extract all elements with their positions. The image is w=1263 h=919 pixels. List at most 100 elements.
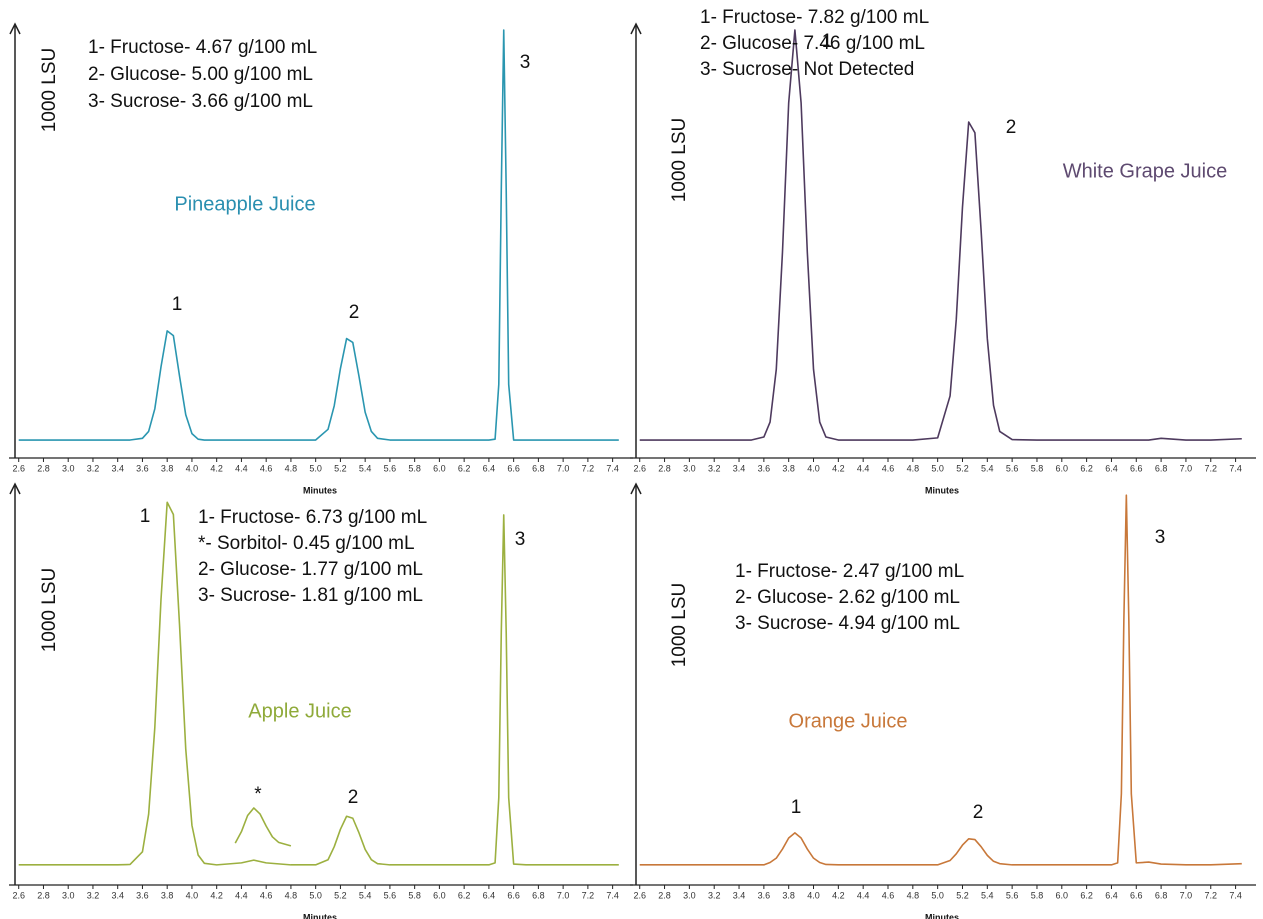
y-axis-label: 1000 LSU: [39, 48, 60, 133]
x-tick-label: 6.8: [1155, 463, 1168, 473]
x-tick-label: 3.0: [62, 463, 75, 473]
sample-label: Orange Juice: [789, 710, 908, 732]
chromatogram-line: [639, 29, 1242, 441]
peak-note: 2- Glucose- 7.46 g/100 mL: [700, 33, 925, 54]
x-tick-label: 5.8: [408, 890, 421, 900]
x-tick-label: 7.0: [1180, 890, 1193, 900]
x-tick-label: 5.0: [309, 463, 322, 473]
peak-note: 2- Glucose- 1.77 g/100 mL: [198, 559, 423, 580]
x-tick-label: 5.8: [1031, 463, 1044, 473]
x-tick-label: 7.4: [1229, 890, 1242, 900]
chromatogram-line: [234, 807, 292, 847]
x-axis-label: Minutes: [925, 912, 959, 919]
y-axis-arrow: [9, 22, 21, 35]
x-tick-label: 3.4: [733, 463, 746, 473]
peak-label: 1: [140, 506, 151, 527]
x-tick-label: 4.0: [807, 890, 820, 900]
x-tick-label: 3.6: [758, 890, 771, 900]
x-tick-label: 7.0: [557, 463, 570, 473]
x-tick-label: 4.2: [832, 890, 845, 900]
x-tick-label: 4.4: [857, 890, 870, 900]
sample-label: Apple Juice: [248, 700, 351, 722]
x-tick-label: 5.0: [309, 890, 322, 900]
peak-label: 1: [822, 31, 833, 52]
chromatogram-line: [639, 494, 1242, 866]
peak-note: 2- Glucose- 5.00 g/100 mL: [88, 64, 313, 85]
peak-note: 3- Sucrose- 3.66 g/100 mL: [88, 91, 313, 112]
x-tick-label: 6.8: [532, 890, 545, 900]
x-tick-label: 5.6: [1006, 463, 1019, 473]
x-tick-label: 3.2: [87, 463, 100, 473]
x-tick-label: 5.2: [334, 890, 347, 900]
x-tick-label: 6.8: [532, 463, 545, 473]
peak-label: 3: [515, 529, 526, 550]
peak-label: 2: [348, 787, 359, 808]
x-tick-label: 4.6: [882, 890, 895, 900]
x-tick-label: 3.8: [161, 463, 174, 473]
x-tick-label: 5.2: [956, 890, 969, 900]
x-tick-label: 3.0: [683, 890, 696, 900]
x-tick-label: 4.6: [260, 890, 273, 900]
x-tick-label: 6.8: [1155, 890, 1168, 900]
x-tick-label: 4.4: [235, 463, 248, 473]
peak-label: 2: [349, 302, 360, 323]
x-tick-label: 4.2: [832, 463, 845, 473]
x-tick-label: 6.4: [483, 890, 496, 900]
x-tick-label: 3.8: [161, 890, 174, 900]
x-tick-label: 5.0: [931, 890, 944, 900]
x-tick-label: 7.2: [582, 890, 595, 900]
x-tick-label: 3.6: [758, 463, 771, 473]
peak-note: *- Sorbitol- 0.45 g/100 mL: [198, 533, 415, 554]
y-axis-label: 1000 LSU: [669, 118, 690, 203]
x-tick-label: 3.0: [683, 463, 696, 473]
x-tick-label: 6.4: [1105, 463, 1118, 473]
x-tick-label: 2.8: [658, 463, 671, 473]
peak-note: 1- Fructose- 4.67 g/100 mL: [88, 37, 317, 58]
x-tick-label: 5.4: [359, 463, 372, 473]
x-tick-label: 5.6: [384, 463, 397, 473]
x-tick-label: 5.4: [981, 890, 994, 900]
x-tick-label: 7.0: [1180, 463, 1193, 473]
x-axis-label: Minutes: [303, 912, 337, 919]
x-tick-label: 6.4: [1105, 890, 1118, 900]
x-tick-label: 5.6: [1006, 890, 1019, 900]
x-tick-label: 3.4: [111, 463, 124, 473]
peak-note: 3- Sucrose- 1.81 g/100 mL: [198, 585, 423, 606]
x-tick-label: 3.8: [782, 463, 795, 473]
x-tick-label: 6.0: [1056, 890, 1069, 900]
x-tick-label: 4.2: [210, 890, 223, 900]
peak-note: 1- Fructose- 7.82 g/100 mL: [700, 7, 929, 28]
x-tick-label: 4.8: [285, 890, 298, 900]
x-tick-label: 2.6: [12, 890, 25, 900]
x-axis-label: Minutes: [925, 485, 959, 495]
x-tick-label: 2.8: [37, 463, 50, 473]
x-tick-label: 6.6: [507, 463, 520, 473]
sample-label: Pineapple Juice: [174, 193, 315, 215]
x-tick-label: 6.6: [1130, 463, 1143, 473]
y-axis-arrow: [630, 22, 642, 35]
x-tick-label: 7.4: [606, 890, 619, 900]
x-tick-label: 2.6: [633, 463, 646, 473]
x-tick-label: 4.8: [285, 463, 298, 473]
x-tick-label: 7.0: [557, 890, 570, 900]
x-tick-label: 4.2: [210, 463, 223, 473]
x-tick-label: 5.2: [334, 463, 347, 473]
peak-label: 3: [1155, 527, 1166, 548]
x-tick-label: 4.6: [260, 463, 273, 473]
x-tick-label: 3.2: [708, 890, 721, 900]
x-tick-label: 3.4: [111, 890, 124, 900]
peak-note: 1- Fructose- 6.73 g/100 mL: [198, 507, 427, 528]
x-tick-label: 5.0: [931, 463, 944, 473]
peak-note: 1- Fructose- 2.47 g/100 mL: [735, 561, 964, 582]
x-tick-label: 6.0: [1056, 463, 1069, 473]
x-tick-label: 3.2: [87, 890, 100, 900]
x-tick-label: 4.0: [807, 463, 820, 473]
y-axis-label: 1000 LSU: [669, 583, 690, 668]
peak-label: 1: [791, 797, 802, 818]
x-tick-label: 4.0: [186, 890, 199, 900]
x-tick-label: 5.6: [384, 890, 397, 900]
x-tick-label: 3.4: [733, 890, 746, 900]
x-tick-label: 6.6: [507, 890, 520, 900]
peak-label: 1: [172, 294, 183, 315]
